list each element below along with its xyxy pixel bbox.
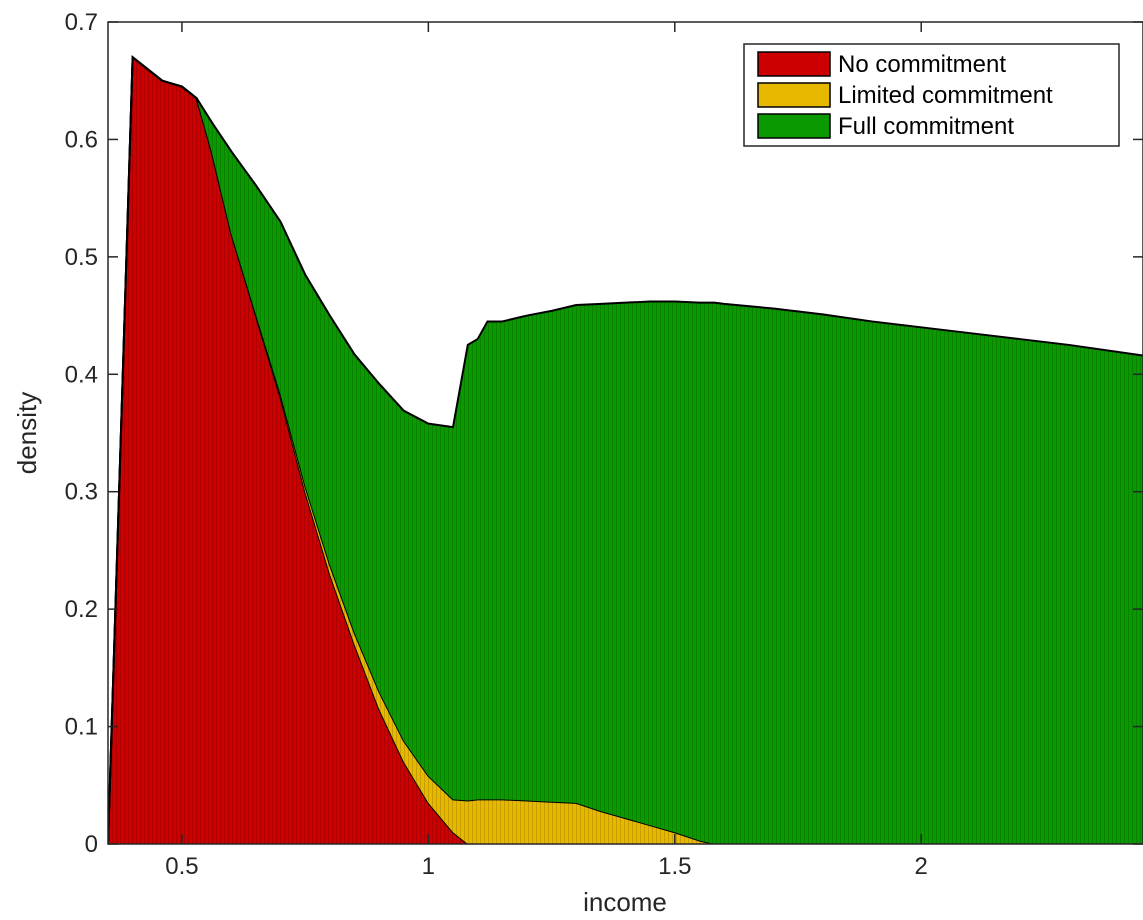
x-tick-label: 2: [915, 853, 928, 880]
x-tick-label: 1: [422, 853, 435, 880]
x-tick-label: 1.5: [658, 853, 691, 880]
y-tick-label: 0.3: [65, 479, 98, 506]
legend-swatch-no-commitment: [757, 51, 831, 77]
x-tick-label: 0.5: [165, 853, 198, 880]
y-tick-label: 0.5: [65, 244, 98, 271]
area-texture-full-commitment: [108, 57, 1143, 844]
legend: No commitment Limited commitment Full comm…: [743, 43, 1120, 147]
legend-label-full-commitment: Full commitment: [838, 113, 1014, 140]
area-texture-no-commitment: [108, 57, 1143, 844]
y-tick-label: 0.2: [65, 596, 98, 623]
legend-swatch-limited-commitment: [757, 82, 831, 108]
y-tick-label: 0.7: [65, 9, 98, 36]
x-axis-label: income: [583, 887, 667, 917]
area-layer: [108, 55, 1143, 844]
y-tick-label: 0.6: [65, 126, 98, 153]
y-tick-label: 0.1: [65, 714, 98, 741]
legend-label-limited-commitment: Limited commitment: [838, 82, 1053, 109]
legend-swatch-full-commitment: [757, 113, 831, 139]
legend-label-no-commitment: No commitment: [838, 51, 1006, 78]
axes-box: [107, 21, 1143, 845]
area-edge-full-commitment: [108, 55, 1143, 844]
y-axis-label: density: [12, 392, 42, 474]
axes: 0.5 1 1.5 2 0 0.1 0.2 0.3 0.4 0.5 0.6 0.7: [65, 9, 1143, 880]
y-tick-label: 0: [85, 831, 98, 858]
y-tick-label: 0.4: [65, 361, 98, 388]
